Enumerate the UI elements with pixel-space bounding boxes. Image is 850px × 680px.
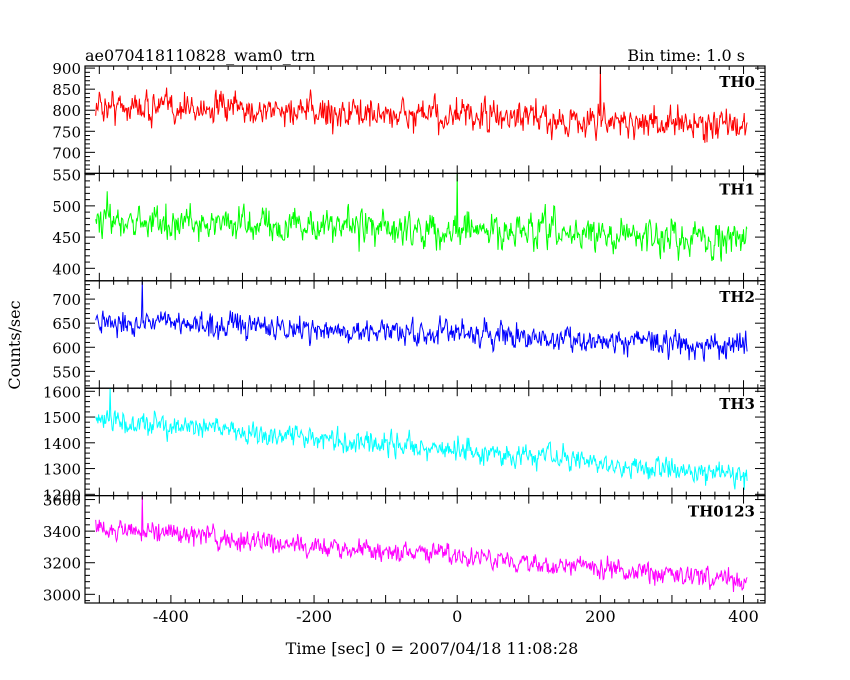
x-tick-label: -200 [296,607,332,626]
panel-label-th0: TH0 [719,73,755,91]
y-tick-label-th1: 500 [52,198,81,216]
series-line-th1 [95,173,748,262]
panel-frame-th0 [84,65,766,175]
x-axis-label: Time [sec] 0 = 2007/04/18 11:08:28 [286,639,579,658]
panel-th0: 700 750 800 850 900 TH0 [52,60,766,175]
y-tick-label-th0123: 3000 [43,586,81,604]
x-tick-label: 200 [585,607,616,626]
panel-th2: 550 600 650 700 TH2 [52,280,766,389]
x-tick-label: -400 [153,607,189,626]
y-tick-label-th0123: 3200 [43,555,81,573]
panels: 700 750 800 850 900 TH0 400 450 500 550 TH1 550 600 6… [43,60,766,626]
panel-frame-th2 [84,280,766,389]
panel-th3: 1200 1300 1400 1500 1600 TH3 [43,383,766,504]
panel-label-th3: TH3 [719,395,755,413]
y-tick-label-th2: 650 [52,315,81,333]
panel-frame-th1 [84,172,766,282]
series-line-th2 [95,280,748,362]
panel-th1: 400 450 500 550 TH1 [52,167,766,282]
y-tick-label-th0: 750 [52,123,81,141]
y-tick-label-th2: 550 [52,363,81,381]
panel-label-th0123: TH0123 [688,503,755,521]
series-line-th0 [95,66,748,143]
y-tick-label-th0123: 3600 [43,492,81,510]
y-tick-label-th1: 400 [52,260,81,278]
y-tick-label-th0: 850 [52,81,81,99]
y-tick-label-th3: 1200 [43,486,81,504]
y-tick-label-th1: 550 [52,167,81,185]
y-axis-label: Counts/sec [5,300,24,389]
series-line-th3 [95,388,748,490]
y-tick-label-th0: 900 [52,60,81,78]
y-tick-label-th0: 800 [52,102,81,120]
y-tick-label-th3: 1400 [43,435,81,453]
panel-label-th2: TH2 [719,288,755,306]
y-tick-label-th3: 1500 [43,409,81,427]
x-tick-label: 0 [452,607,462,626]
y-tick-label-th0123: 3400 [43,523,81,541]
bin-time-label: Bin time: 1.0 s [627,46,745,65]
panel-frame-th0123 [84,495,766,604]
y-tick-label-th1: 450 [52,229,81,247]
y-tick-label-th2: 600 [52,339,81,357]
panel-frame-th3 [84,387,766,497]
y-tick-label-th3: 1300 [43,461,81,479]
y-tick-label-th0: 700 [52,144,81,162]
x-tick-label: 400 [728,607,759,626]
series-line-th0123 [95,496,748,593]
panel-label-th1: TH1 [719,180,755,198]
panel-th0123: 3000 3200 3400 3600 TH0123 [43,492,766,604]
y-tick-label-th2: 700 [52,291,81,309]
chart-title: ae070418110828_wam0_trn [85,46,315,65]
y-tick-label-th3: 1600 [43,383,81,401]
